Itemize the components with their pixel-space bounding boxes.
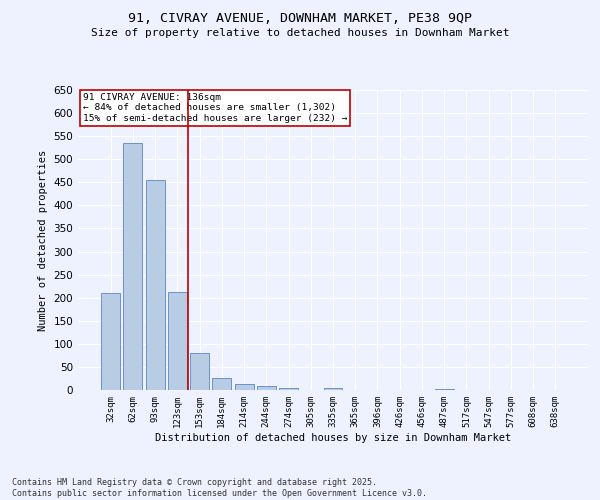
Bar [190, 353, 209, 390]
Text: 91 CIVRAY AVENUE: 136sqm
← 84% of detached houses are smaller (1,302)
15% of sem: 91 CIVRAY AVENUE: 136sqm ← 84% of detach… [83, 93, 347, 123]
Bar [168, 292, 187, 390]
X-axis label: Distribution of detached houses by size in Downham Market: Distribution of detached houses by size … [155, 432, 511, 442]
Text: Size of property relative to detached houses in Downham Market: Size of property relative to detached ho… [91, 28, 509, 38]
Bar [435, 389, 454, 390]
Text: Contains HM Land Registry data © Crown copyright and database right 2025.
Contai: Contains HM Land Registry data © Crown c… [12, 478, 427, 498]
Bar [101, 293, 120, 390]
Bar [212, 378, 231, 390]
Bar [235, 384, 254, 390]
Bar [257, 386, 276, 390]
Bar [279, 388, 298, 390]
Y-axis label: Number of detached properties: Number of detached properties [38, 150, 48, 330]
Bar [124, 143, 142, 390]
Text: 91, CIVRAY AVENUE, DOWNHAM MARKET, PE38 9QP: 91, CIVRAY AVENUE, DOWNHAM MARKET, PE38 … [128, 12, 472, 26]
Bar [146, 180, 164, 390]
Bar [323, 388, 343, 390]
